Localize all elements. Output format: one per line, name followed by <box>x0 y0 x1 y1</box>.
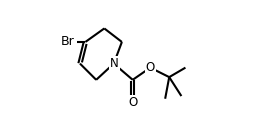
Text: Br: Br <box>61 35 75 48</box>
Text: N: N <box>110 57 119 70</box>
Text: O: O <box>146 61 155 74</box>
Text: O: O <box>128 96 137 109</box>
